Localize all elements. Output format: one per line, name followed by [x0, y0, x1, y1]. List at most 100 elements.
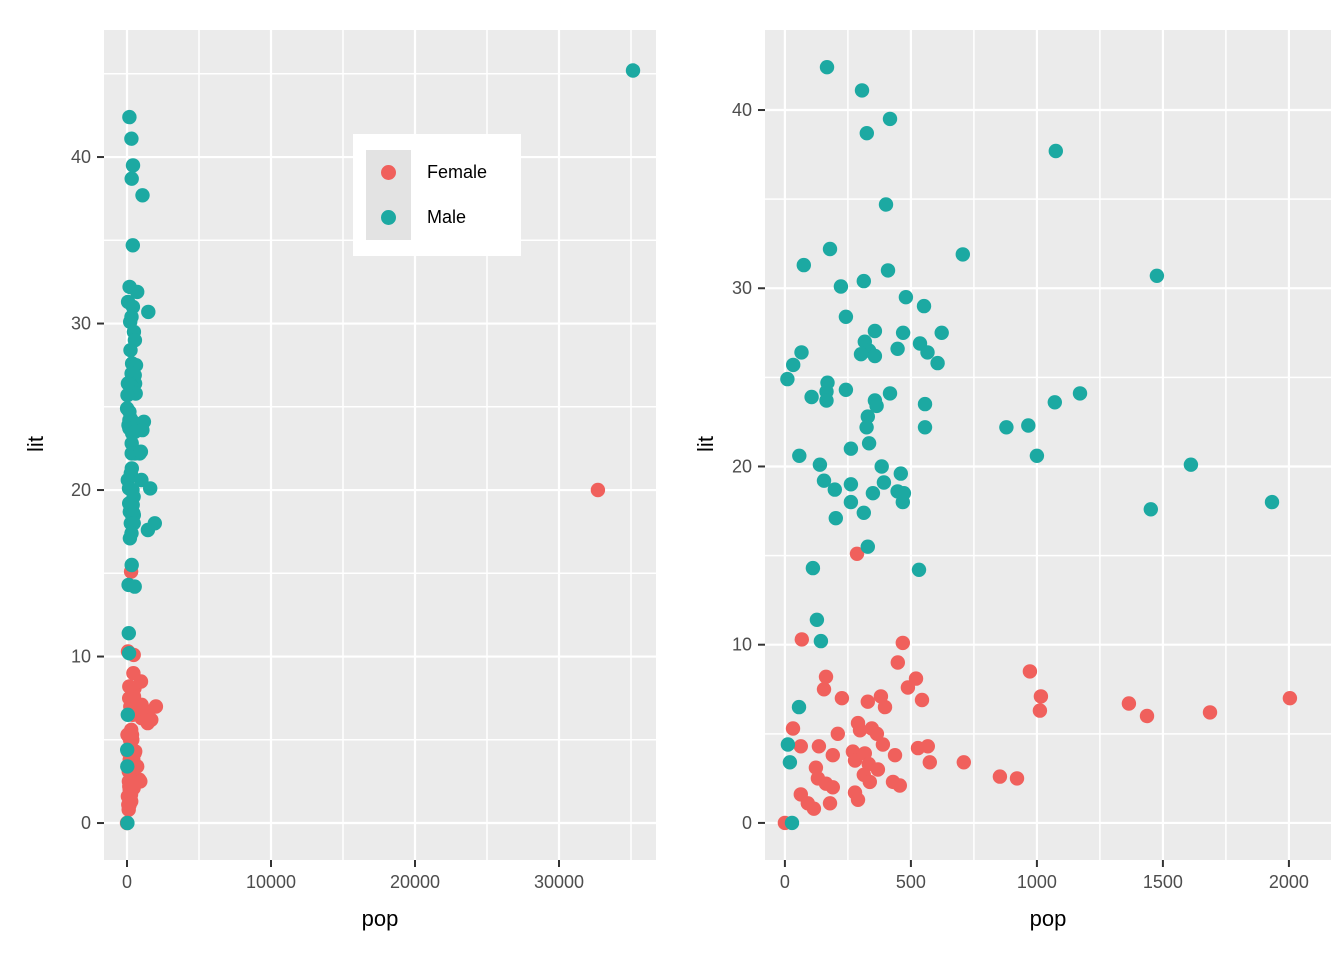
y-tick-label: 0 — [742, 813, 752, 833]
data-point-female — [920, 739, 935, 754]
data-point-male — [917, 396, 933, 412]
data-point-male — [124, 131, 139, 146]
x-tick-label: 1000 — [1017, 872, 1057, 892]
x-tick-labels: 0 10000 20000 30000 — [122, 872, 584, 892]
data-point-male — [1149, 268, 1165, 283]
data-point-female — [870, 762, 886, 777]
data-point-female — [922, 755, 937, 770]
data-point-female — [992, 769, 1008, 784]
data-point-female — [830, 726, 845, 741]
data-point-female — [793, 739, 808, 754]
x-tick-labels: 0 500 1000 1500 2000 — [780, 872, 1309, 892]
data-point-female — [818, 669, 834, 684]
data-point-female — [892, 778, 907, 793]
x-tick-label: 2000 — [1269, 872, 1309, 892]
data-point-male — [843, 441, 859, 456]
legend-key-male — [366, 195, 411, 240]
data-point-male — [130, 284, 145, 300]
data-point-male — [893, 466, 908, 481]
data-point-male — [859, 126, 874, 141]
y-tick-labels: 0 10 20 30 40 — [732, 100, 752, 833]
data-point-male — [827, 482, 842, 497]
data-point-female — [785, 721, 801, 736]
data-point-female — [133, 674, 149, 689]
data-point-male — [916, 298, 932, 314]
data-point-male — [1183, 457, 1199, 472]
data-point-female — [850, 792, 866, 807]
data-point-male — [911, 562, 927, 577]
left-y-axis-title: lit — [23, 436, 48, 452]
data-point-male — [867, 323, 883, 339]
data-point-female — [875, 737, 891, 752]
data-point-male — [930, 355, 945, 371]
data-point-male — [120, 742, 135, 757]
data-point-male — [819, 59, 835, 75]
data-point-female — [849, 546, 865, 561]
data-point-male — [856, 273, 871, 289]
data-point-female — [825, 780, 840, 795]
data-point-male — [135, 422, 150, 438]
data-point-male — [1029, 448, 1045, 463]
data-point-male — [895, 494, 910, 510]
y-tick-label: 40 — [71, 147, 91, 167]
data-point-female — [808, 760, 824, 775]
data-point-male — [859, 420, 874, 435]
right-plot-svg: 0 500 1000 1500 2000 0 10 20 30 40 — [732, 30, 1331, 892]
data-point-male — [955, 247, 970, 262]
data-point-female — [862, 774, 877, 790]
data-point-female — [900, 680, 916, 695]
y-tick-label: 0 — [81, 813, 91, 833]
data-point-male — [876, 475, 892, 490]
x-tick-label: 20000 — [390, 872, 440, 892]
data-point-male — [1021, 418, 1036, 433]
data-point-male — [1264, 494, 1280, 510]
tick-marks — [97, 156, 561, 867]
data-point-male — [843, 494, 859, 510]
data-point-male — [123, 343, 138, 358]
data-point-male — [865, 486, 881, 501]
right-x-axis-title: pop — [1029, 906, 1067, 931]
series-male — [119, 63, 641, 831]
data-point-male — [822, 241, 838, 257]
data-point-male — [816, 473, 832, 488]
data-point-female — [144, 712, 159, 727]
y-tick-label: 30 — [71, 314, 91, 334]
data-point-male — [878, 197, 894, 212]
data-point-male — [124, 171, 139, 186]
legend: Female Male — [353, 134, 521, 256]
data-point-male — [792, 448, 807, 463]
data-point-female — [914, 692, 930, 708]
y-tick-label: 20 — [732, 456, 752, 476]
data-point-male — [125, 158, 141, 173]
data-point-male — [804, 389, 819, 405]
data-point-male — [1072, 386, 1088, 401]
male-point-icon — [381, 210, 396, 225]
data-point-male — [917, 420, 933, 435]
data-point-male — [120, 707, 135, 722]
data-point-male — [121, 626, 136, 641]
data-point-female — [122, 797, 137, 812]
data-point-female — [877, 699, 893, 715]
legend-label-male: Male — [427, 207, 467, 227]
data-point-female — [1282, 691, 1298, 706]
data-point-male — [124, 557, 139, 573]
data-point-female — [816, 682, 832, 697]
major-gridlines — [765, 30, 1331, 860]
data-point-male — [895, 325, 911, 340]
data-point-male — [860, 409, 875, 424]
data-point-female — [133, 774, 148, 789]
y-tick-labels: 0 10 20 30 40 — [71, 147, 91, 833]
y-tick-label: 10 — [732, 635, 752, 655]
tick-marks — [758, 109, 1290, 867]
data-point-female — [1032, 703, 1048, 718]
data-point-female — [869, 726, 885, 741]
data-point-male — [812, 457, 828, 472]
data-point-female — [834, 691, 850, 706]
data-point-male — [133, 444, 149, 459]
data-point-female — [852, 723, 868, 738]
data-point-male — [147, 516, 162, 531]
data-point-male — [135, 188, 150, 203]
x-tick-label: 0 — [122, 872, 132, 892]
data-point-male — [898, 290, 914, 305]
